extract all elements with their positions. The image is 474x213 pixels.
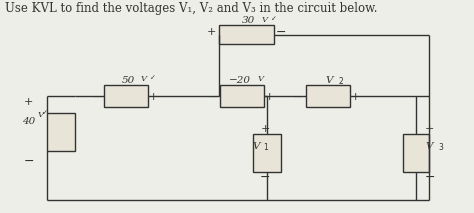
Text: ✓: ✓ <box>150 75 156 81</box>
Bar <box>47 113 75 151</box>
Text: V: V <box>257 75 264 83</box>
Text: V: V <box>252 142 260 151</box>
Text: −: − <box>260 171 270 184</box>
Bar <box>220 85 264 106</box>
Text: +: + <box>351 92 360 102</box>
Bar <box>104 85 148 106</box>
Bar <box>219 25 274 44</box>
Text: +: + <box>425 124 434 134</box>
Bar <box>306 85 350 106</box>
Text: +: + <box>260 124 270 134</box>
Text: +: + <box>265 92 274 102</box>
Text: 1: 1 <box>264 143 268 152</box>
Text: +: + <box>207 27 217 37</box>
Text: −: − <box>292 91 303 104</box>
Text: V: V <box>37 111 43 119</box>
Text: −20: −20 <box>228 76 251 85</box>
Bar <box>254 134 281 172</box>
Text: ✓: ✓ <box>42 110 48 116</box>
Text: V: V <box>325 76 333 85</box>
Text: −: − <box>91 91 102 104</box>
Text: 2: 2 <box>338 77 343 86</box>
Text: −: − <box>424 171 435 184</box>
Text: V: V <box>141 75 146 83</box>
Text: 30: 30 <box>242 16 255 25</box>
Text: Use KVL to find the voltages V₁, V₂ and V₃ in the circuit below.: Use KVL to find the voltages V₁, V₂ and … <box>5 2 378 15</box>
Text: −: − <box>208 91 218 104</box>
Text: V: V <box>262 16 268 24</box>
Text: −: − <box>276 26 287 39</box>
Text: ✓: ✓ <box>272 16 277 22</box>
Text: −: − <box>23 155 34 168</box>
Text: V: V <box>426 142 433 151</box>
Text: 3: 3 <box>438 143 443 152</box>
Text: +: + <box>149 92 158 102</box>
Text: +: + <box>24 97 33 107</box>
Bar <box>403 134 428 172</box>
Text: 40: 40 <box>22 117 35 126</box>
Text: 50: 50 <box>122 76 135 85</box>
